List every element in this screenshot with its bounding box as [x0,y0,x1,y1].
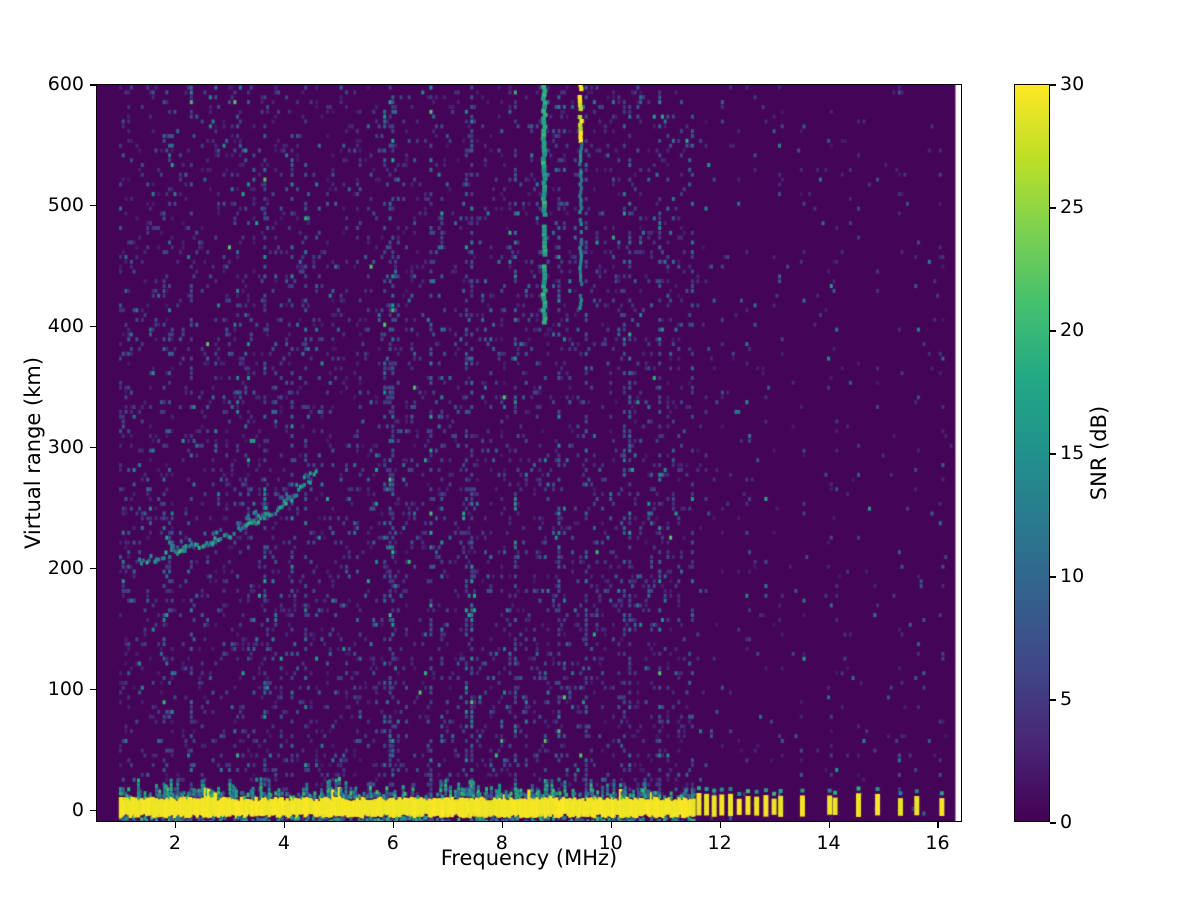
x-tick-mark [174,822,177,828]
colorbar-tick-mark [1050,453,1056,455]
ionogram-heatmap [96,84,962,822]
y-tick-label: 100 [47,677,84,700]
colorbar-tick-mark [1050,699,1056,701]
x-tick-mark [392,822,395,828]
x-tick-mark [828,822,831,828]
colorbar-tick-label: 0 [1060,811,1073,833]
colorbar-tick-mark [1050,330,1056,332]
y-tick-label: 0 [71,798,84,821]
colorbar-tick-mark [1050,576,1056,578]
colorbar-tick-mark [1050,207,1056,209]
x-tick-mark [719,822,722,828]
x-tick-mark [283,822,286,828]
colorbar-tick-label: 5 [1060,688,1073,710]
colorbar-tick-label: 20 [1060,319,1085,341]
x-tick-mark [501,822,504,828]
x-axis-label: Frequency (MHz) [440,846,618,870]
y-tick-label: 200 [47,556,84,579]
y-axis-label: Virtual range (km) [21,356,45,550]
colorbar-tick-mark [1050,84,1056,86]
x-tick-mark [610,822,613,828]
y-tick-label: 500 [47,193,84,216]
y-tick-label: 600 [47,73,84,95]
colorbar-tick-label: 25 [1060,196,1085,218]
x-tick-mark [937,822,939,828]
colorbar-tick-label: 10 [1060,565,1085,587]
colorbar-label: SNR (dB) [1087,405,1111,501]
y-tick-label: 400 [47,314,84,337]
colorbar-tick-mark [1050,822,1056,824]
colorbar-tick-label: 30 [1060,73,1085,95]
colorbar-gradient [1014,84,1050,822]
